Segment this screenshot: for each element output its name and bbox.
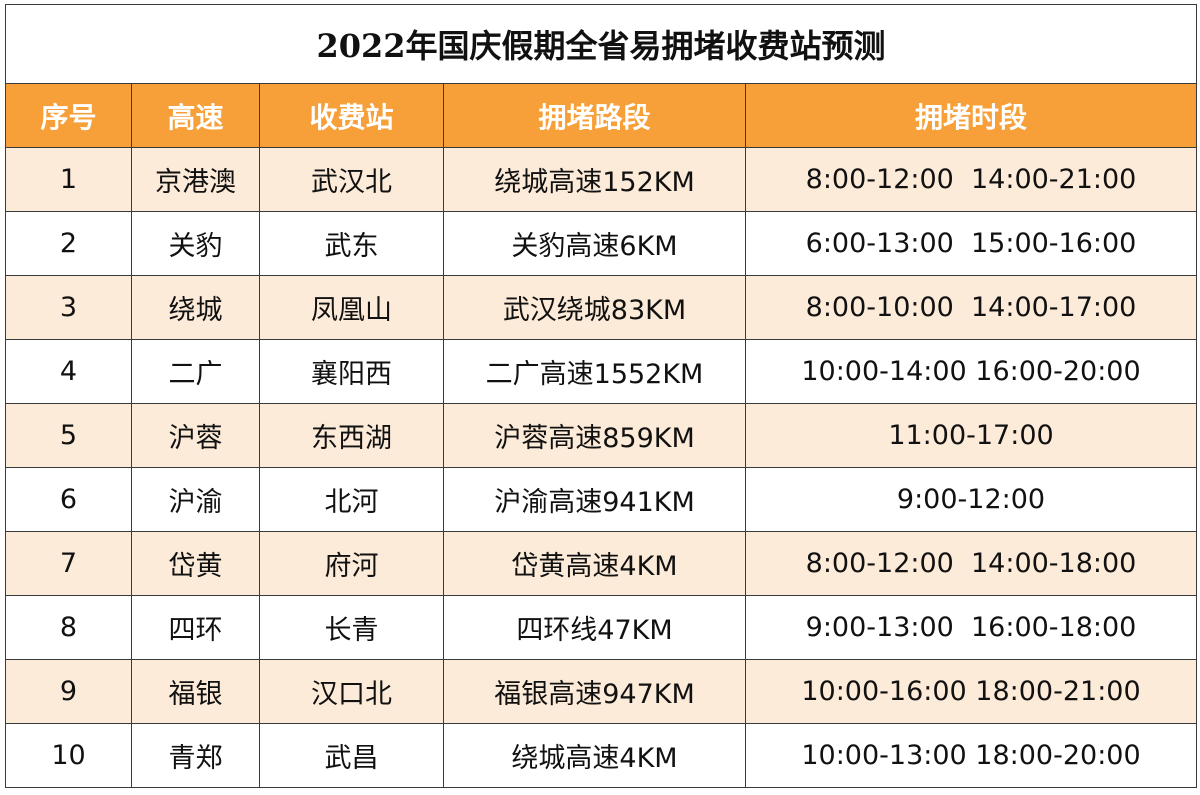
cell-congested-time: 8:00-10:00 14:00-17:00	[745, 275, 1197, 340]
cell-highway: 沪渝	[131, 467, 260, 532]
table-title: 2022年国庆假期全省易拥堵收费站预测	[5, 4, 1197, 84]
cell-congested-section: 沪蓉高速859KM	[443, 403, 746, 468]
cell-congested-time: 10:00-13:00 18:00-20:00	[745, 723, 1197, 788]
cell-congested-time: 9:00-13:00 16:00-18:00	[745, 595, 1197, 660]
cell-index: 1	[5, 147, 132, 212]
cell-index: 6	[5, 467, 132, 532]
cell-index: 3	[5, 275, 132, 340]
cell-highway: 四环	[131, 595, 260, 660]
cell-toll-station: 武东	[259, 211, 444, 276]
table-row: 10 青郑 武昌 绕城高速4KM 10:00-13:00 18:00-20:00	[5, 723, 1197, 788]
cell-toll-station: 北河	[259, 467, 444, 532]
table-row: 7 岱黄 府河 岱黄高速4KM 8:00-12:00 14:00-18:00	[5, 531, 1197, 596]
cell-index: 4	[5, 339, 132, 404]
cell-congested-time: 10:00-14:00 16:00-20:00	[745, 339, 1197, 404]
cell-congested-section: 二广高速1552KM	[443, 339, 746, 404]
cell-toll-station: 府河	[259, 531, 444, 596]
cell-congested-section: 四环线47KM	[443, 595, 746, 660]
cell-congested-section: 沪渝高速941KM	[443, 467, 746, 532]
cell-toll-station: 汉口北	[259, 659, 444, 724]
table-row: 6 沪渝 北河 沪渝高速941KM 9:00-12:00	[5, 467, 1197, 532]
table-row: 8 四环 长青 四环线47KM 9:00-13:00 16:00-18:00	[5, 595, 1197, 660]
table-row: 3 绕城 凤凰山 武汉绕城83KM 8:00-10:00 14:00-17:00	[5, 275, 1197, 340]
cell-congested-time: 8:00-12:00 14:00-21:00	[745, 147, 1197, 212]
cell-highway: 沪蓉	[131, 403, 260, 468]
cell-index: 2	[5, 211, 132, 276]
cell-congested-section: 岱黄高速4KM	[443, 531, 746, 596]
column-header-congested-time: 拥堵时段	[745, 83, 1197, 148]
cell-index: 10	[5, 723, 132, 788]
cell-congested-section: 福银高速947KM	[443, 659, 746, 724]
cell-highway: 福银	[131, 659, 260, 724]
column-header-highway: 高速	[131, 83, 260, 148]
congestion-forecast-table: 2022年国庆假期全省易拥堵收费站预测 序号 高速 收费站 拥堵路段 拥堵时段 1 京港澳…	[5, 4, 1197, 788]
cell-toll-station: 武昌	[259, 723, 444, 788]
cell-index: 7	[5, 531, 132, 596]
cell-highway: 青郑	[131, 723, 260, 788]
cell-highway: 二广	[131, 339, 260, 404]
cell-index: 5	[5, 403, 132, 468]
cell-toll-station: 襄阳西	[259, 339, 444, 404]
cell-congested-section: 绕城高速152KM	[443, 147, 746, 212]
cell-congested-time: 6:00-13:00 15:00-16:00	[745, 211, 1197, 276]
column-header-index: 序号	[5, 83, 132, 148]
header-row: 序号 高速 收费站 拥堵路段 拥堵时段	[5, 83, 1197, 148]
cell-index: 8	[5, 595, 132, 660]
cell-congested-section: 绕城高速4KM	[443, 723, 746, 788]
cell-highway: 关豹	[131, 211, 260, 276]
table-row: 9 福银 汉口北 福银高速947KM 10:00-16:00 18:00-21:00	[5, 659, 1197, 724]
cell-highway: 京港澳	[131, 147, 260, 212]
cell-congested-time: 10:00-16:00 18:00-21:00	[745, 659, 1197, 724]
cell-toll-station: 凤凰山	[259, 275, 444, 340]
cell-congested-time: 8:00-12:00 14:00-18:00	[745, 531, 1197, 596]
cell-highway: 岱黄	[131, 531, 260, 596]
column-header-congested-section: 拥堵路段	[443, 83, 746, 148]
table-row: 5 沪蓉 东西湖 沪蓉高速859KM 11:00-17:00	[5, 403, 1197, 468]
table-row: 2 关豹 武东 关豹高速6KM 6:00-13:00 15:00-16:00	[5, 211, 1197, 276]
cell-congested-time: 11:00-17:00	[745, 403, 1197, 468]
cell-highway: 绕城	[131, 275, 260, 340]
table-row: 4 二广 襄阳西 二广高速1552KM 10:00-14:00 16:00-20:00	[5, 339, 1197, 404]
table-row: 1 京港澳 武汉北 绕城高速152KM 8:00-12:00 14:00-21:00	[5, 147, 1197, 212]
cell-toll-station: 长青	[259, 595, 444, 660]
column-header-toll-station: 收费站	[259, 83, 444, 148]
cell-toll-station: 武汉北	[259, 147, 444, 212]
table-body: 1 京港澳 武汉北 绕城高速152KM 8:00-12:00 14:00-21:00 2 关…	[5, 147, 1197, 788]
cell-congested-section: 关豹高速6KM	[443, 211, 746, 276]
cell-toll-station: 东西湖	[259, 403, 444, 468]
cell-index: 9	[5, 659, 132, 724]
cell-congested-time: 9:00-12:00	[745, 467, 1197, 532]
cell-congested-section: 武汉绕城83KM	[443, 275, 746, 340]
